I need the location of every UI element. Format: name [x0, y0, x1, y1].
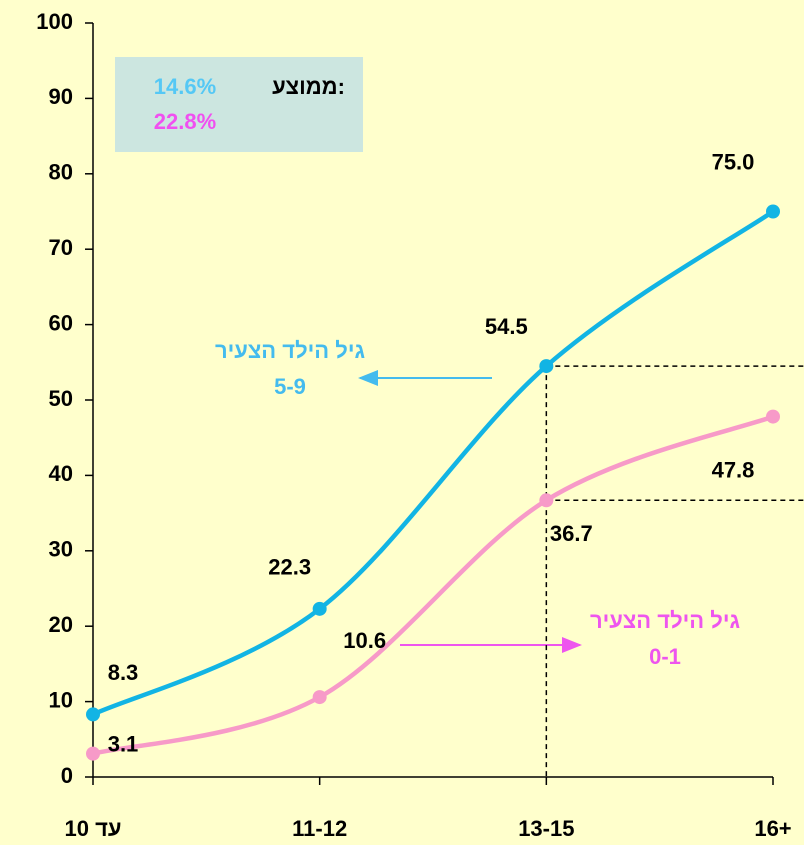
data-point	[766, 204, 780, 219]
y-tick-label: 100	[36, 9, 73, 34]
data-point	[539, 359, 554, 374]
x-tick-label: 16+	[754, 816, 791, 841]
data-label: 47.8	[712, 457, 755, 482]
y-tick-label: 30	[49, 537, 73, 562]
annotation: גיל הילד הצעיר	[215, 338, 365, 363]
x-tick-label: 11-12	[292, 816, 347, 841]
data-label: 10.6	[343, 628, 386, 653]
y-tick-label: 70	[49, 235, 73, 260]
x-tick-label: עד 10	[64, 816, 121, 841]
data-label: 75.0	[712, 149, 755, 174]
data-point	[539, 493, 554, 508]
annotation: 5-9	[274, 374, 306, 399]
annotation: 0-1	[649, 644, 681, 669]
y-tick-label: 80	[49, 160, 73, 185]
data-label: 8.3	[108, 660, 139, 685]
y-tick-label: 90	[49, 84, 73, 109]
data-point	[766, 409, 780, 424]
series-line	[92, 414, 774, 756]
data-point	[86, 746, 100, 761]
series-line	[92, 209, 775, 717]
data-point	[86, 707, 100, 722]
y-tick-label: 60	[49, 310, 73, 335]
average-box	[115, 57, 363, 152]
y-tick-label: 10	[49, 687, 73, 712]
annotation: גיל הילד הצעיר	[590, 608, 740, 633]
average-label: ממוצע:	[272, 74, 345, 99]
x-tick-label: 13-15	[518, 816, 574, 841]
average-value: 14.6%	[154, 74, 216, 99]
data-label: 3.1	[108, 731, 139, 756]
y-tick-label: 50	[49, 386, 73, 411]
data-point	[312, 690, 327, 705]
y-tick-label: 0	[61, 763, 73, 788]
y-tick-label: 40	[49, 461, 73, 486]
data-point	[312, 601, 327, 616]
y-tick-label: 20	[49, 612, 73, 637]
data-label: 22.3	[268, 555, 311, 580]
data-label: 36.7	[550, 521, 593, 546]
average-value: 22.8%	[154, 109, 216, 134]
data-label: 54.5	[485, 314, 528, 339]
